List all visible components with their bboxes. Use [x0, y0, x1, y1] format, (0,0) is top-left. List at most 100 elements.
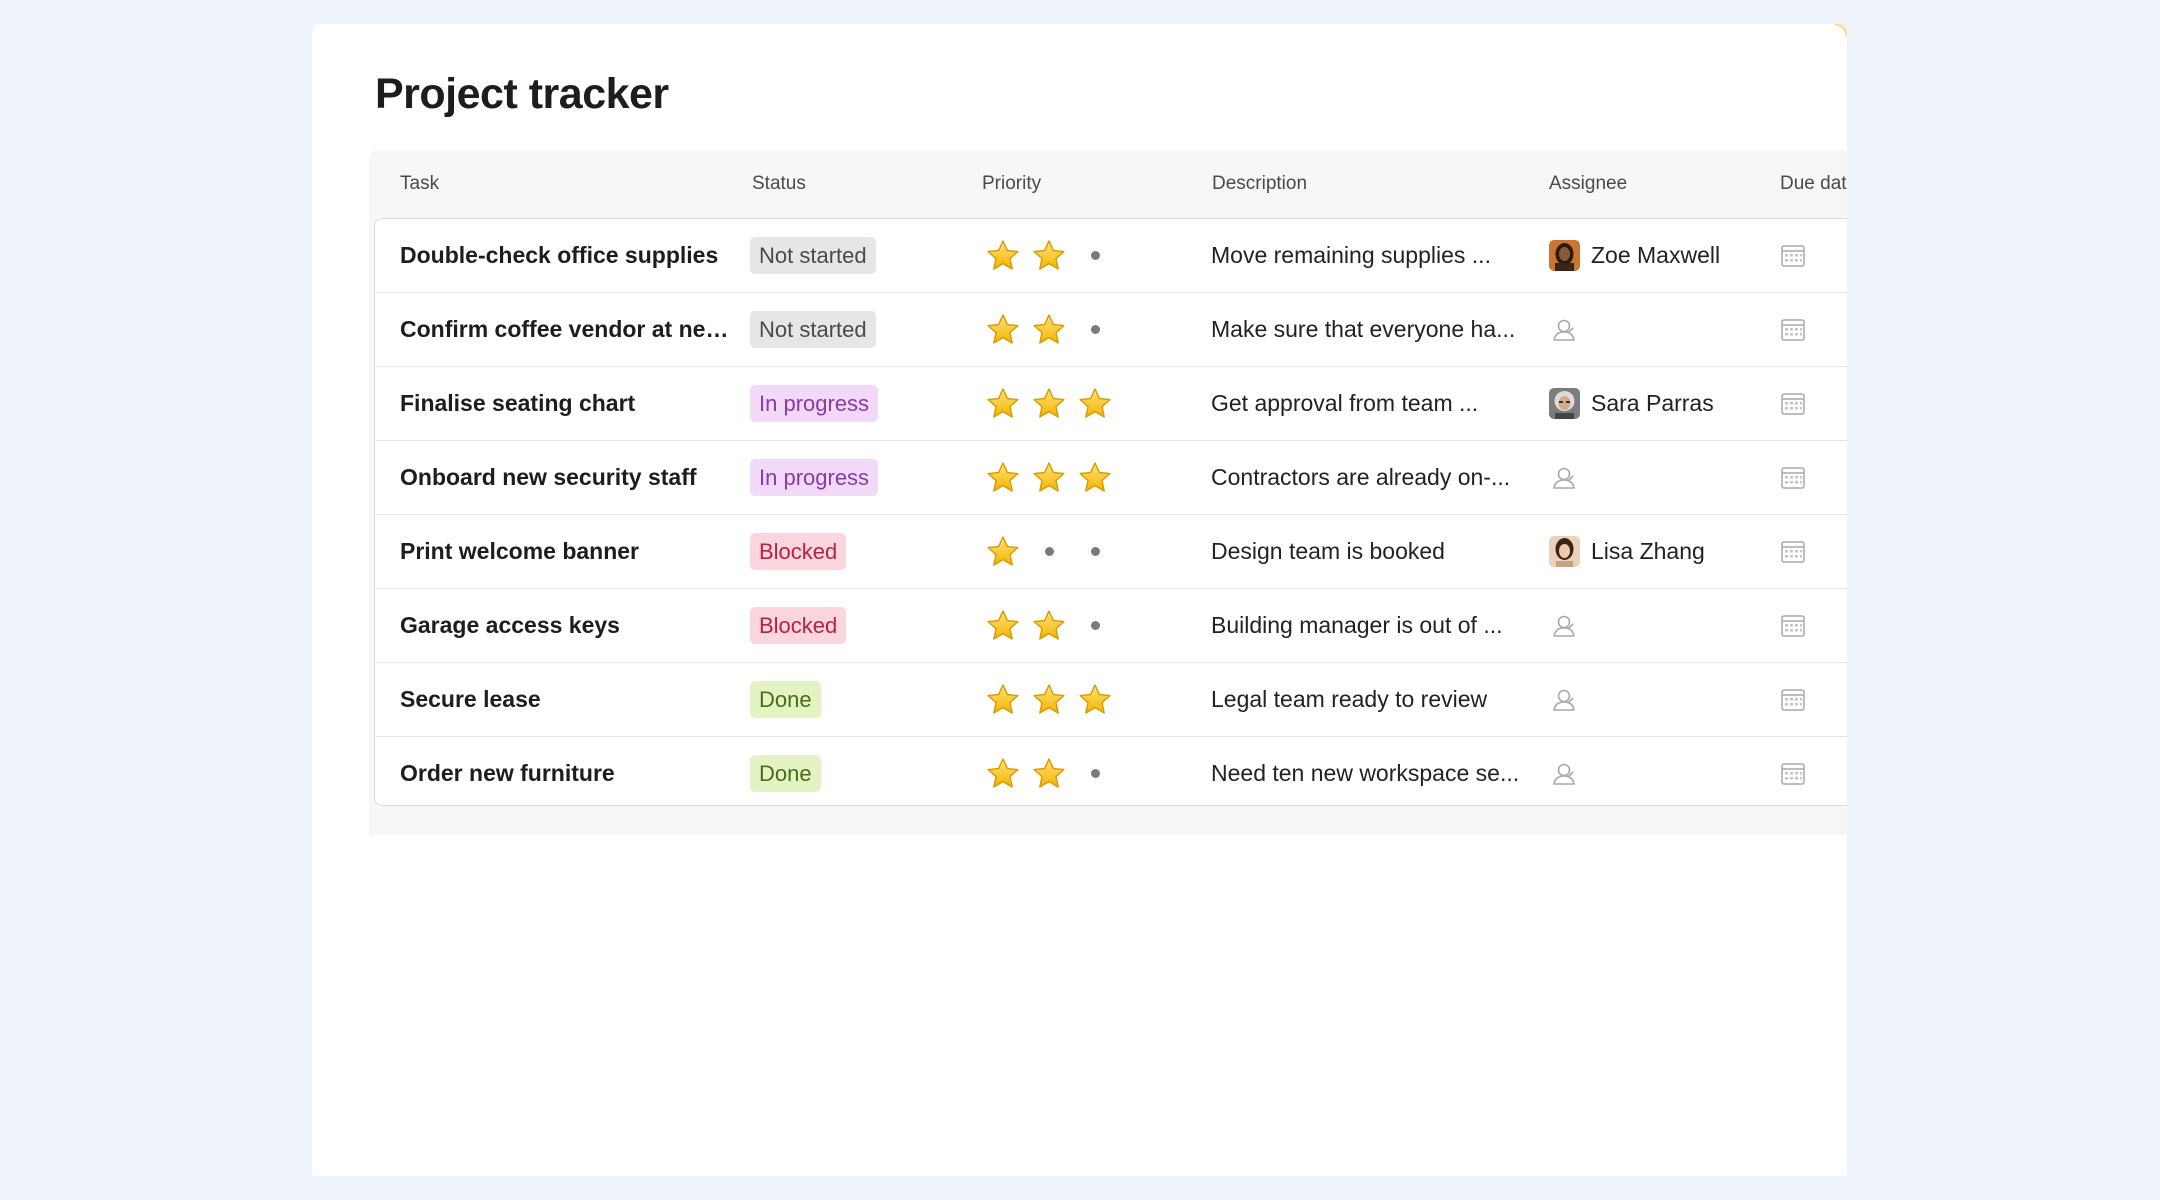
description-cell[interactable]: Make sure that everyone ha... [1211, 293, 1521, 366]
table-row[interactable]: Secure lease Done Legal team ready to revi… [375, 663, 1847, 737]
calendar-icon[interactable] [1780, 613, 1806, 639]
task-name[interactable]: Order new furniture [400, 737, 730, 810]
due-date-cell[interactable] [1780, 367, 1806, 440]
column-header-assignee[interactable]: Assignee [1549, 173, 1628, 194]
table-row[interactable]: Onboard new security staff In progress Con… [375, 441, 1847, 515]
person-icon[interactable] [1549, 611, 1579, 641]
calendar-icon[interactable] [1780, 687, 1806, 713]
assignee-cell[interactable]: Lisa Zhang [1549, 515, 1705, 588]
task-name[interactable]: Double-check office supplies [400, 219, 730, 292]
assignee-cell[interactable] [1549, 293, 1579, 366]
priority-rating[interactable] [985, 663, 1123, 736]
task-name[interactable]: Onboard new security staff [400, 441, 730, 514]
priority-rating[interactable] [985, 515, 1123, 588]
table-row[interactable]: Order new furniture Done Need ten new work… [375, 737, 1847, 810]
status-badge[interactable]: Not started [750, 237, 876, 274]
avatar[interactable] [1549, 536, 1580, 567]
priority-rating[interactable] [985, 737, 1123, 810]
page-title: Project tracker [375, 70, 669, 118]
assignee-cell[interactable] [1549, 737, 1579, 810]
status-cell[interactable]: Done [750, 663, 821, 736]
description-cell[interactable]: Building manager is out of ... [1211, 589, 1521, 662]
avatar[interactable] [1549, 240, 1580, 271]
star-icon [987, 683, 1019, 714]
task-name[interactable]: Print welcome banner [400, 515, 730, 588]
column-header-due-date[interactable]: Due dat [1780, 173, 1847, 194]
status-badge[interactable]: Not started [750, 311, 876, 348]
assignee-cell[interactable]: Sara Parras [1549, 367, 1714, 440]
status-badge[interactable]: In progress [750, 459, 879, 496]
status-badge[interactable]: Blocked [750, 533, 847, 570]
status-badge[interactable]: Done [750, 681, 821, 718]
table-row[interactable]: Print welcome banner Blocked Design team i… [375, 515, 1847, 589]
assignee-cell[interactable]: Zoe Maxwell [1549, 219, 1720, 292]
description-cell[interactable]: Legal team ready to review [1211, 663, 1521, 736]
person-icon[interactable] [1549, 685, 1579, 715]
status-cell[interactable]: Done [750, 737, 821, 810]
description-cell[interactable]: Move remaining supplies ... [1211, 219, 1521, 292]
due-date-cell[interactable] [1780, 515, 1806, 588]
status-cell[interactable]: Blocked [750, 515, 847, 588]
calendar-icon[interactable] [1780, 317, 1806, 343]
dot-icon [1031, 534, 1067, 570]
calendar-icon[interactable] [1780, 539, 1806, 565]
task-name-text: Double-check office supplies [400, 242, 719, 268]
assignee-cell[interactable] [1549, 441, 1579, 514]
person-icon[interactable] [1549, 315, 1579, 345]
status-cell[interactable]: Not started [750, 293, 876, 366]
calendar-icon[interactable] [1780, 465, 1806, 491]
status-badge[interactable]: Done [750, 755, 821, 792]
task-name[interactable]: Finalise seating chart [400, 367, 730, 440]
table-row[interactable]: Garage access keys Blocked Building manage… [375, 589, 1847, 663]
assignee-cell[interactable] [1549, 589, 1579, 662]
status-cell[interactable]: Not started [750, 219, 876, 292]
priority-rating[interactable] [985, 219, 1123, 292]
description-cell[interactable]: Contractors are already on-... [1211, 441, 1521, 514]
description-text: Need ten new workspace se... [1211, 760, 1520, 786]
table-row[interactable]: Double-check office supplies Not started M… [375, 219, 1847, 293]
person-icon[interactable] [1549, 759, 1579, 789]
table-row[interactable]: Confirm coffee vendor at new... Not start… [375, 293, 1847, 367]
status-cell[interactable]: In progress [750, 441, 879, 514]
column-header-priority[interactable]: Priority [982, 173, 1042, 194]
calendar-icon[interactable] [1780, 243, 1806, 269]
status-badge[interactable]: In progress [750, 385, 879, 422]
calendar-icon[interactable] [1780, 391, 1806, 417]
column-header-status[interactable]: Status [752, 173, 806, 194]
description-cell[interactable]: Need ten new workspace se... [1211, 737, 1521, 810]
due-date-cell[interactable] [1780, 737, 1806, 810]
task-name[interactable]: Secure lease [400, 663, 730, 736]
avatar[interactable] [1549, 388, 1580, 419]
due-date-cell[interactable] [1780, 441, 1806, 514]
description-cell[interactable]: Get approval from team ... [1211, 367, 1521, 440]
column-header-task[interactable]: Task [400, 173, 440, 194]
star-icon [987, 461, 1019, 492]
calendar-icon[interactable] [1780, 761, 1806, 787]
status-badge[interactable]: Blocked [750, 607, 847, 644]
due-date-cell[interactable] [1780, 219, 1806, 292]
star-icon [1033, 609, 1065, 640]
priority-rating[interactable] [985, 367, 1123, 440]
star-icon [1079, 387, 1111, 418]
status-cell[interactable]: In progress [750, 367, 879, 440]
task-name-text: Garage access keys [400, 612, 620, 638]
star-icon [987, 387, 1019, 418]
assignee-cell[interactable] [1549, 663, 1579, 736]
column-header-description[interactable]: Description [1212, 173, 1308, 194]
priority-rating[interactable] [985, 441, 1123, 514]
due-date-cell[interactable] [1780, 589, 1806, 662]
due-date-cell[interactable] [1780, 663, 1806, 736]
description-text: Building manager is out of ... [1211, 612, 1503, 638]
task-name-text: Finalise seating chart [400, 390, 636, 416]
star-icon [987, 535, 1019, 566]
description-cell[interactable]: Design team is booked [1211, 515, 1521, 588]
star-icon [1033, 461, 1065, 492]
table-row[interactable]: Finalise seating chart In progress Get app… [375, 367, 1847, 441]
priority-rating[interactable] [985, 589, 1123, 662]
priority-rating[interactable] [985, 293, 1123, 366]
person-icon[interactable] [1549, 463, 1579, 493]
status-cell[interactable]: Blocked [750, 589, 847, 662]
due-date-cell[interactable] [1780, 293, 1806, 366]
task-name[interactable]: Garage access keys [400, 589, 730, 662]
task-name[interactable]: Confirm coffee vendor at new... [400, 293, 730, 366]
